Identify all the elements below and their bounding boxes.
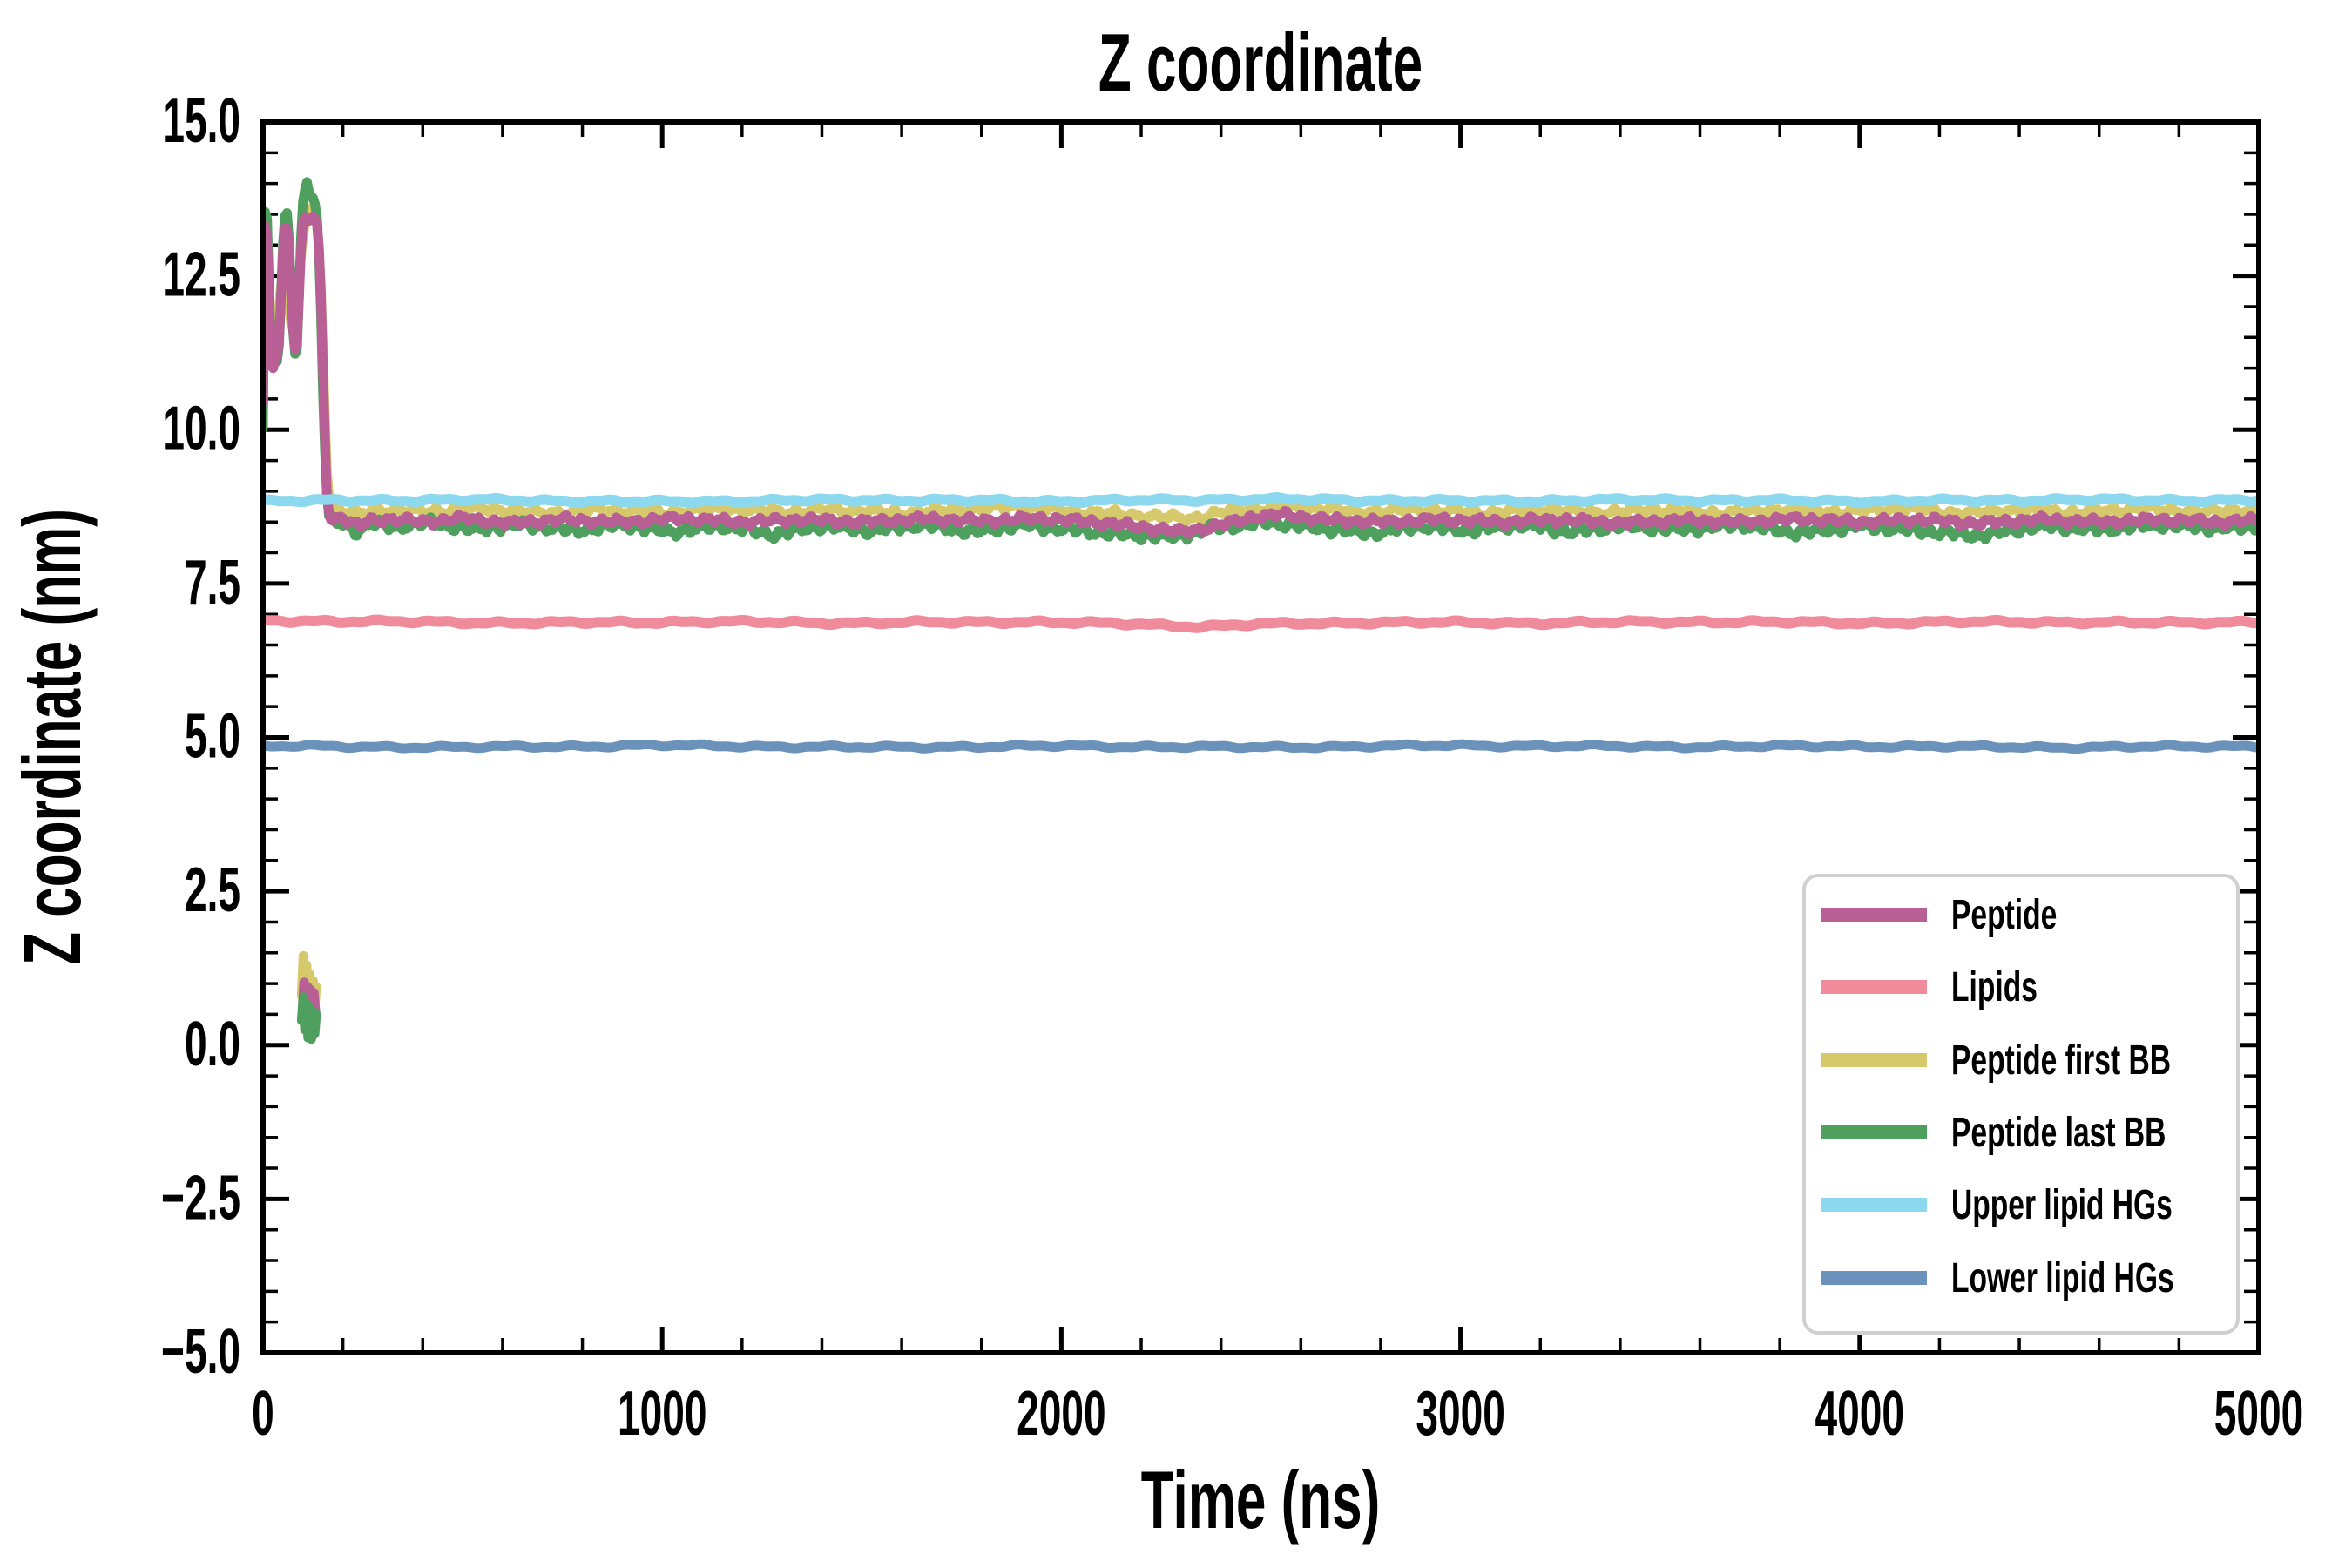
y-tick-label: 12.5 [162, 239, 240, 309]
series-line-peptide [263, 211, 2259, 539]
y-tick-label: 2.5 [185, 855, 240, 925]
y-tick-label: −5.0 [161, 1315, 240, 1386]
x-tick-label: 5000 [2214, 1377, 2303, 1448]
y-tick-label: 15.0 [162, 84, 240, 155]
legend-label-lipids: Lipids [1951, 963, 2038, 1010]
plot-border [260, 119, 2261, 1355]
legend-label-peptide: Peptide [1951, 890, 2057, 937]
legend-label-upper-lipid-hgs: Upper lipid HGs [1951, 1180, 2173, 1227]
series-line-upper-lipid-hgs [263, 492, 2259, 509]
x-tick-label: 1000 [618, 1377, 706, 1448]
series-line-peptide-last-bb [263, 177, 2259, 545]
chart-title: Z coordinate [1098, 17, 1423, 108]
series-lines [263, 177, 2259, 1044]
wrap-segment-peptide-last-bb [296, 992, 321, 1044]
x-tick-label: 4000 [1815, 1377, 1904, 1448]
legend-label-lower-lipid-hgs: Lower lipid HGs [1951, 1254, 2174, 1301]
y-tick-label: 5.0 [185, 700, 240, 771]
series-line-peptide-first-bb [263, 203, 2259, 528]
legend: Peptide Lipids Peptide first BB Peptide … [1802, 874, 2240, 1335]
legend-label-peptide-last-bb: Peptide last BB [1951, 1108, 2166, 1155]
legend-label-peptide-first-bb: Peptide first BB [1951, 1036, 2171, 1083]
y-axis-label: Z coordinate (nm) [6, 509, 98, 965]
series-line-lower-lipid-hgs [263, 739, 2259, 754]
x-tick-label: 3000 [1416, 1377, 1504, 1448]
y-tick-label: 0.0 [185, 1008, 240, 1078]
axis-ticks: 0 1000 2000 3000 4000 5000 −5.0 −2.5 0.0 2.5 5.0 7.… [161, 84, 2303, 1448]
y-tick-label: 10.0 [162, 393, 240, 463]
series-line-lipids [263, 614, 2259, 633]
y-tick-label: −2.5 [161, 1162, 240, 1233]
x-tick-label: 0 [252, 1377, 274, 1448]
x-axis-label: Time (ns) [1141, 1454, 1381, 1545]
y-tick-label: 7.5 [185, 546, 240, 617]
x-tick-label: 2000 [1017, 1377, 1105, 1448]
